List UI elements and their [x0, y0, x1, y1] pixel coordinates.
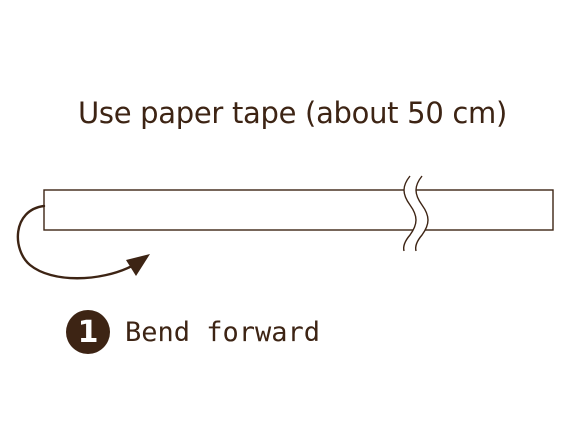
step-label: Bend forward	[125, 316, 321, 348]
tear-break-line-right	[414, 175, 429, 252]
curved-arrow-icon	[16, 204, 150, 280]
paper-tape-strip	[43, 189, 554, 231]
tear-break-line-left	[402, 175, 417, 252]
step-instruction: 1 Bend forward	[66, 310, 320, 354]
diagram-title: Use paper tape (about 50 cm)	[77, 96, 507, 130]
step-number-badge: 1	[66, 310, 110, 354]
tear-break-gap	[404, 176, 428, 251]
